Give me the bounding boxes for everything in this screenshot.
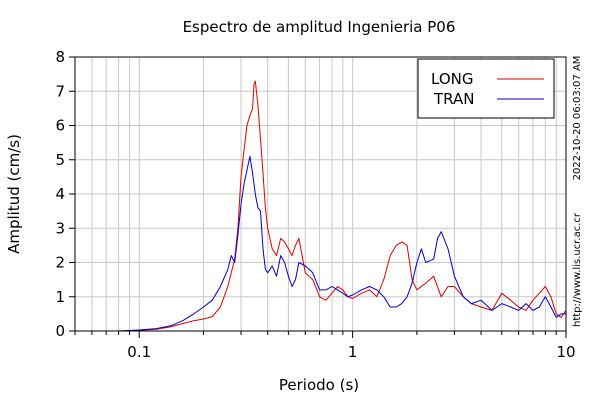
legend-label-tran: TRAN [433,90,474,108]
series-line-tran [75,155,566,332]
timestamp-label: 2022-10-20 06:03:07 AM [572,56,583,181]
x-tick-label: 0.1 [127,343,151,361]
y-tick-label: 2 [55,254,65,272]
chart-title: Espectro de amplitud Ingenieria P06 [183,18,456,36]
legend-box [417,58,555,119]
y-axis-label: Amplitud (cm/s) [5,134,23,254]
series-line-long [75,80,567,332]
y-tick-label: 1 [55,288,65,306]
y-tick-label: 3 [55,219,65,237]
y-tick-label: 4 [55,185,65,203]
series-layer [75,80,567,332]
x-axis-label: Periodo (s) [279,376,359,394]
y-tick-label: 7 [55,82,65,100]
legend: LONG TRAN [417,58,555,119]
y-tick-label: 8 [55,48,65,66]
y-tick-label: 0 [55,322,65,340]
x-tick-label: 1 [348,343,358,361]
grid [74,56,566,332]
legend-label-long: LONG [431,70,473,88]
y-tick-label: 6 [55,117,65,135]
y-tick-label: 5 [55,151,65,169]
source-url-label: http://www.lis.ucr.ac.cr [572,212,583,327]
x-tick-label: 10 [556,343,575,361]
axis-ticks: 0 1 2 3 4 5 6 7 8 0.1 1 10 [55,48,575,361]
